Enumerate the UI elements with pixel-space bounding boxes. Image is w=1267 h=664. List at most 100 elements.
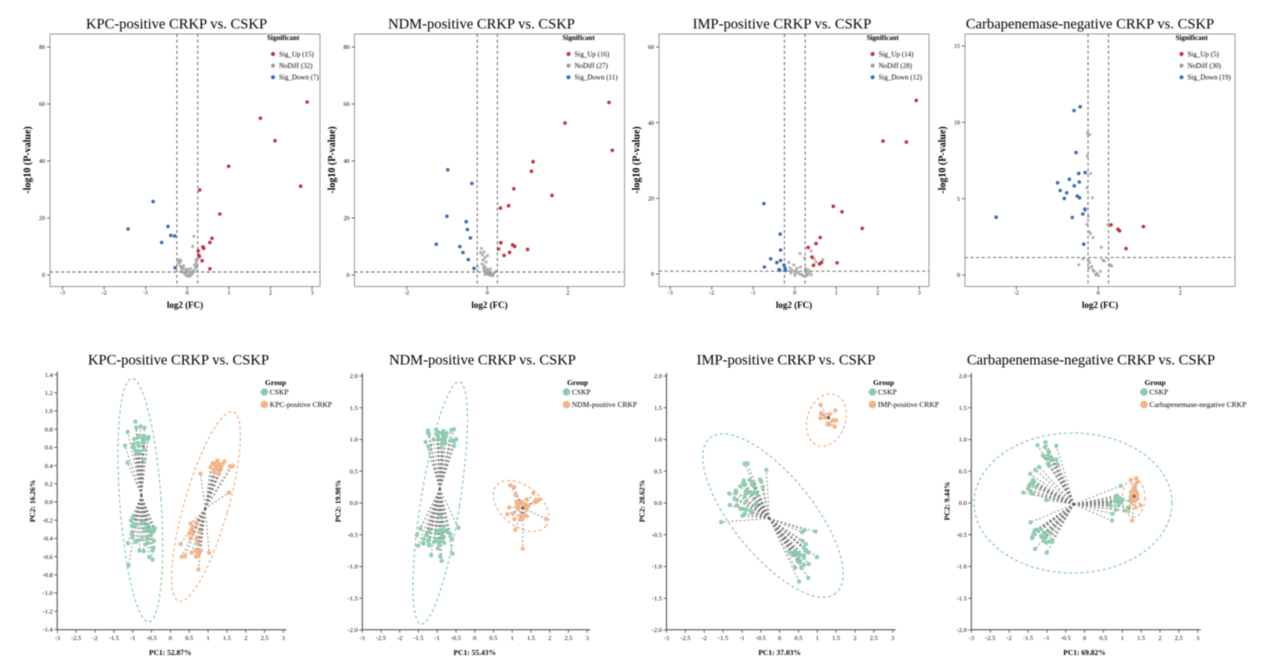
svg-text:0.0: 0.0: [45, 499, 53, 506]
svg-text:CSKP: CSKP: [1149, 388, 1168, 397]
svg-text:-0.4: -0.4: [43, 536, 54, 543]
svg-text:80: 80: [344, 45, 350, 51]
svg-text:NoDiff (28): NoDiff (28): [879, 62, 913, 70]
svg-text:2.5: 2.5: [261, 635, 269, 642]
svg-text:-0.5: -0.5: [147, 635, 157, 642]
svg-text:PC1: 52.87%: PC1: 52.87%: [149, 648, 192, 657]
svg-text:-0.5: -0.5: [1061, 635, 1071, 642]
svg-text:20: 20: [344, 216, 350, 222]
svg-text:-1.5: -1.5: [718, 635, 728, 642]
svg-text:3: 3: [311, 291, 314, 297]
svg-text:-2: -2: [1014, 291, 1019, 297]
svg-text:1: 1: [835, 291, 838, 297]
svg-text:Sig_Down (11): Sig_Down (11): [575, 74, 619, 82]
svg-text:0: 0: [1083, 635, 1086, 642]
svg-text:-1.5: -1.5: [348, 596, 358, 603]
svg-text:CSKP: CSKP: [270, 388, 289, 397]
svg-text:60: 60: [344, 102, 350, 108]
svg-text:Sig_Up (14): Sig_Up (14): [879, 50, 914, 58]
svg-text:40: 40: [39, 159, 45, 165]
svg-text:-2: -2: [709, 291, 714, 297]
svg-text:60: 60: [39, 102, 45, 108]
svg-text:NoDiff (30): NoDiff (30): [1188, 62, 1222, 70]
svg-text:1.2: 1.2: [45, 390, 53, 397]
svg-text:1: 1: [816, 635, 819, 642]
svg-text:0.8: 0.8: [45, 426, 53, 433]
svg-text:PC1: 69.82%: PC1: 69.82%: [1063, 648, 1106, 657]
svg-text:3: 3: [282, 635, 285, 642]
svg-text:3: 3: [586, 635, 589, 642]
svg-text:-1.5: -1.5: [413, 635, 423, 642]
svg-text:KPC-positive CRKP vs. CSKP: KPC-positive CRKP vs. CSKP: [86, 17, 267, 33]
svg-text:Significant: Significant: [267, 34, 300, 42]
svg-text:40: 40: [344, 159, 350, 165]
svg-text:2: 2: [853, 635, 856, 642]
svg-text:80: 80: [39, 45, 45, 51]
svg-text:log2 (FC): log2 (FC): [471, 300, 507, 310]
svg-text:0: 0: [957, 273, 960, 279]
svg-text:NoDiff (32): NoDiff (32): [279, 62, 313, 70]
svg-text:Sig_Down (12): Sig_Down (12): [879, 74, 923, 82]
svg-text:-2.0: -2.0: [957, 627, 967, 634]
svg-text:1.0: 1.0: [959, 437, 967, 444]
svg-text:1: 1: [1121, 635, 1124, 642]
svg-text:-0.8: -0.8: [43, 572, 53, 579]
svg-text:-1.5: -1.5: [1023, 635, 1033, 642]
svg-text:Carbapenemase-negative CRKP: Carbapenemase-negative CRKP: [1149, 400, 1246, 409]
svg-text:Group: Group: [265, 378, 286, 387]
svg-text:1: 1: [511, 635, 514, 642]
svg-text:-3: -3: [60, 291, 65, 297]
svg-text:-3: -3: [360, 635, 365, 642]
svg-text:-1.5: -1.5: [109, 635, 119, 642]
svg-text:1.5: 1.5: [527, 635, 535, 642]
svg-text:1.5: 1.5: [832, 635, 840, 642]
svg-text:1.5: 1.5: [350, 405, 358, 412]
svg-text:0.6: 0.6: [45, 445, 53, 452]
svg-text:Group: Group: [1145, 378, 1166, 387]
svg-text:-3: -3: [55, 635, 60, 642]
svg-text:PC1: 55.43%: PC1: 55.43%: [454, 648, 497, 657]
svg-text:-2: -2: [404, 291, 409, 297]
svg-text:PC2: 16.26%: PC2: 16.26%: [28, 480, 37, 523]
svg-text:1.5: 1.5: [1137, 635, 1145, 642]
svg-text:KPC-positive CRKP vs. CSKP: KPC-positive CRKP vs. CSKP: [88, 352, 269, 368]
svg-text:2: 2: [1158, 635, 1161, 642]
svg-text:Sig_Down (7): Sig_Down (7): [279, 74, 320, 82]
svg-text:log2 (FC): log2 (FC): [167, 300, 203, 310]
svg-text:0: 0: [347, 273, 350, 279]
svg-text:-2.5: -2.5: [376, 635, 386, 642]
svg-text:-0.6: -0.6: [43, 554, 53, 561]
svg-text:-2: -2: [102, 291, 107, 297]
svg-text:Sig_Up (16): Sig_Up (16): [575, 50, 610, 58]
svg-text:Significant: Significant: [1176, 34, 1209, 42]
svg-text:2: 2: [244, 635, 247, 642]
svg-text:Sig_Down (19): Sig_Down (19): [1188, 74, 1232, 82]
svg-text:-0.5: -0.5: [348, 532, 358, 539]
svg-text:-0.5: -0.5: [451, 635, 461, 642]
svg-text:40: 40: [648, 121, 654, 127]
svg-text:2: 2: [876, 291, 879, 297]
svg-text:1.0: 1.0: [654, 437, 662, 444]
svg-text:-3: -3: [668, 291, 673, 297]
svg-text:NoDiff (27): NoDiff (27): [575, 62, 609, 70]
svg-text:-2.5: -2.5: [985, 635, 995, 642]
svg-text:1.5: 1.5: [959, 405, 967, 412]
svg-text:IMP-positive CRKP: IMP-positive CRKP: [878, 400, 939, 409]
svg-text:0: 0: [778, 635, 781, 642]
svg-text:20: 20: [39, 216, 45, 222]
svg-text:0.5: 0.5: [185, 635, 193, 642]
svg-text:-0.2: -0.2: [43, 517, 53, 524]
svg-text:0.5: 0.5: [1099, 635, 1107, 642]
svg-text:Sig_Up (15): Sig_Up (15): [279, 50, 314, 58]
svg-text:IMP-positive CRKP vs. CSKP: IMP-positive CRKP vs. CSKP: [697, 352, 876, 368]
svg-text:20: 20: [648, 197, 654, 203]
svg-text:0: 0: [793, 291, 796, 297]
svg-text:Group: Group: [873, 378, 894, 387]
svg-text:-1.2: -1.2: [43, 608, 53, 615]
svg-text:-2.0: -2.0: [652, 627, 662, 634]
svg-text:1: 1: [227, 291, 230, 297]
svg-text:1: 1: [206, 635, 209, 642]
svg-text:-2: -2: [1007, 635, 1012, 642]
svg-text:0: 0: [486, 291, 489, 297]
svg-text:0: 0: [651, 272, 654, 278]
